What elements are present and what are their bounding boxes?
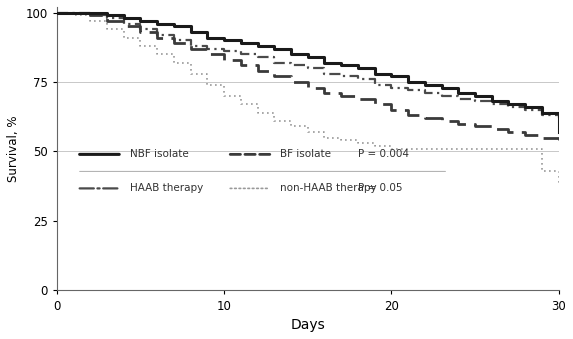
X-axis label: Days: Days <box>291 318 325 332</box>
Y-axis label: Survival, %: Survival, % <box>7 116 20 182</box>
Text: non-HAAB therapy: non-HAAB therapy <box>280 183 377 194</box>
Text: P = 0.004: P = 0.004 <box>358 149 409 159</box>
Text: P = 0.05: P = 0.05 <box>358 183 402 194</box>
Text: HAAB therapy: HAAB therapy <box>129 183 203 194</box>
Text: BF isolate: BF isolate <box>280 149 331 159</box>
Text: NBF isolate: NBF isolate <box>129 149 189 159</box>
